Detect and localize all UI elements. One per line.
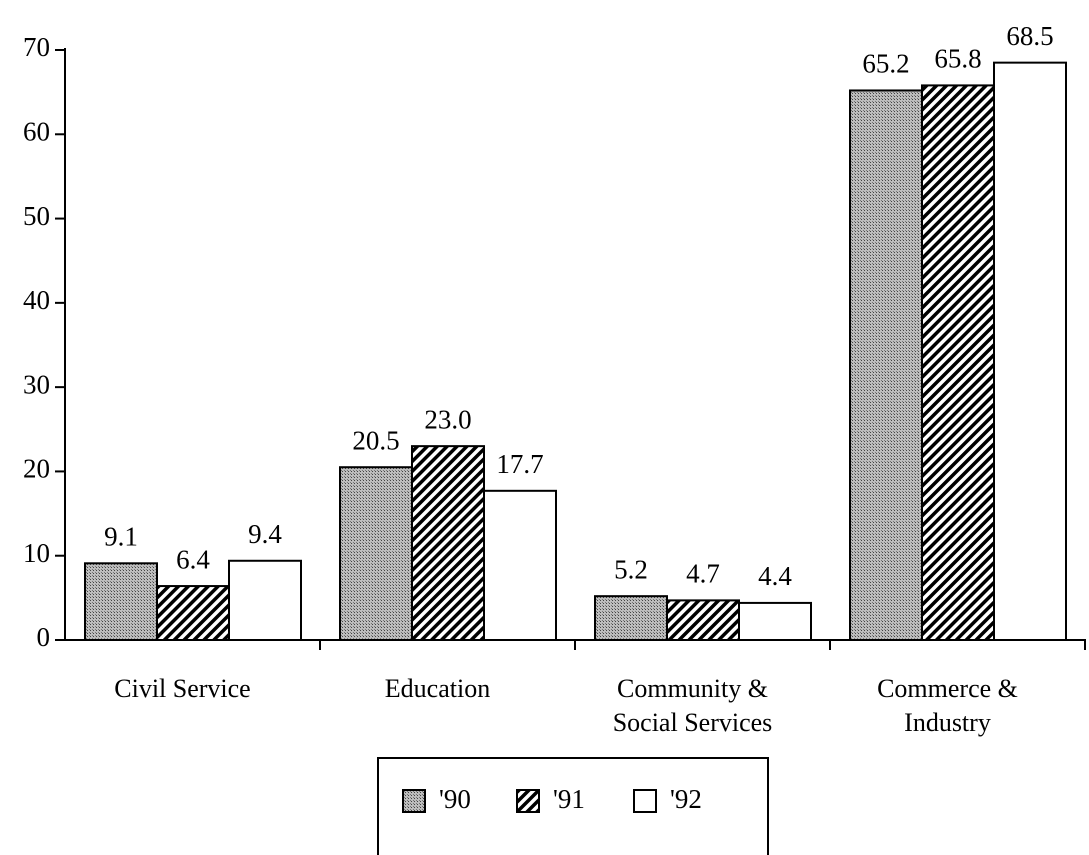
legend-swatch bbox=[633, 789, 657, 813]
value-label: 23.0 bbox=[424, 404, 471, 434]
value-label: 65.8 bbox=[934, 44, 981, 74]
bar bbox=[594, 595, 668, 642]
value-label: 5.2 bbox=[614, 554, 648, 584]
y-tick-label: 10 bbox=[23, 538, 50, 568]
bar bbox=[84, 562, 158, 641]
y-tick-label: 0 bbox=[37, 622, 51, 652]
value-label: 9.1 bbox=[104, 522, 138, 552]
y-tick-label: 30 bbox=[23, 369, 50, 399]
value-label: 68.5 bbox=[1006, 21, 1053, 51]
bar bbox=[483, 489, 557, 642]
bar bbox=[738, 601, 812, 642]
bar bbox=[156, 585, 230, 641]
y-tick-label: 70 bbox=[23, 32, 50, 62]
legend-swatch bbox=[402, 789, 426, 813]
value-label: 6.4 bbox=[176, 544, 210, 574]
bar bbox=[339, 466, 413, 642]
value-label: 4.4 bbox=[758, 561, 792, 591]
bar bbox=[993, 61, 1067, 641]
value-label: 17.7 bbox=[496, 449, 543, 479]
y-tick-label: 40 bbox=[23, 285, 50, 315]
legend-label: '92 bbox=[670, 784, 702, 814]
y-tick-label: 60 bbox=[23, 116, 50, 146]
x-tick-label: Education bbox=[384, 674, 491, 703]
bar bbox=[666, 599, 740, 642]
value-label: 9.4 bbox=[248, 519, 282, 549]
y-tick-label: 20 bbox=[23, 454, 50, 484]
value-label: 20.5 bbox=[352, 425, 399, 455]
value-label: 4.7 bbox=[686, 559, 720, 589]
value-label: 65.2 bbox=[862, 49, 909, 79]
bar bbox=[849, 89, 923, 641]
legend-label: '90 bbox=[439, 784, 471, 814]
legend-swatch bbox=[516, 789, 540, 813]
bar bbox=[921, 84, 995, 641]
bar bbox=[228, 559, 302, 641]
x-tick-label: Community & Social Services bbox=[612, 674, 773, 737]
bar bbox=[411, 445, 485, 641]
x-tick-label: Commerce & Industry bbox=[877, 674, 1018, 737]
legend-label: '91 bbox=[553, 784, 585, 814]
y-tick-label: 50 bbox=[23, 201, 50, 231]
legend bbox=[377, 757, 769, 855]
x-tick-label: Civil Service bbox=[114, 674, 251, 703]
